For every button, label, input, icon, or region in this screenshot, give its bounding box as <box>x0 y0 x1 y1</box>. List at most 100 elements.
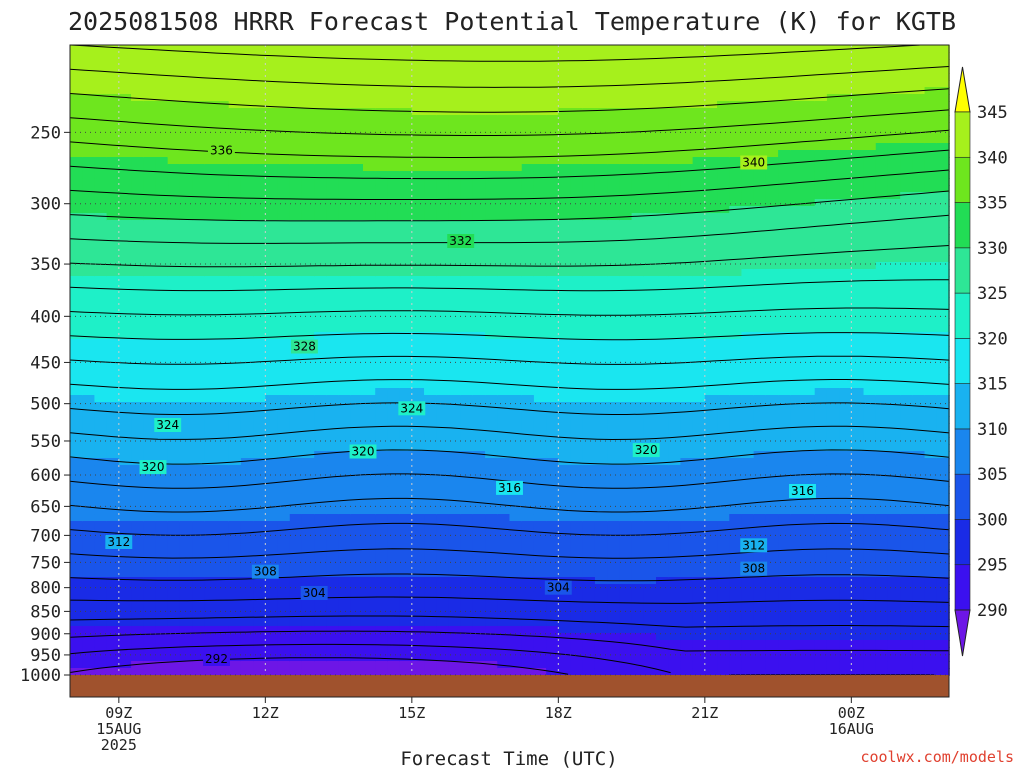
field-cell <box>717 465 731 473</box>
field-cell <box>631 493 645 501</box>
field-cell <box>472 206 486 214</box>
field-cell <box>106 605 120 613</box>
field-cell <box>729 668 743 676</box>
field-cell <box>375 479 389 487</box>
field-cell <box>533 199 547 207</box>
field-cell <box>240 402 254 410</box>
field-cell <box>741 290 755 298</box>
field-cell <box>399 647 413 655</box>
field-cell <box>594 507 608 515</box>
field-cell <box>582 255 596 263</box>
field-cell <box>643 129 657 137</box>
field-cell <box>448 549 462 557</box>
field-cell <box>106 192 120 200</box>
field-cell <box>375 591 389 599</box>
field-cell <box>594 591 608 599</box>
field-cell <box>680 269 694 277</box>
field-cell <box>363 241 377 249</box>
field-cell <box>192 640 206 648</box>
field-cell <box>131 423 145 431</box>
field-cell <box>509 332 523 340</box>
field-cell <box>70 395 84 403</box>
field-cell <box>70 192 84 200</box>
field-cell <box>460 66 474 74</box>
field-cell <box>265 493 279 501</box>
field-cell <box>729 563 743 571</box>
field-cell <box>277 178 291 186</box>
field-cell <box>204 108 218 116</box>
field-cell <box>375 213 389 221</box>
field-cell <box>387 101 401 109</box>
field-cell <box>192 171 206 179</box>
field-cell <box>533 507 547 515</box>
field-cell <box>717 563 731 571</box>
field-cell <box>265 199 279 207</box>
field-cell <box>375 108 389 116</box>
field-cell <box>558 87 572 95</box>
field-cell <box>607 325 621 333</box>
field-cell <box>546 66 560 74</box>
field-cell <box>729 220 743 228</box>
field-cell <box>424 395 438 403</box>
field-cell <box>582 416 596 424</box>
field-cell <box>301 458 315 466</box>
field-cell <box>265 45 279 53</box>
field-cell <box>192 150 206 158</box>
field-cell <box>594 94 608 102</box>
field-cell <box>363 563 377 571</box>
field-cell <box>375 577 389 585</box>
field-cell <box>265 612 279 620</box>
field-cell <box>106 479 120 487</box>
field-cell <box>94 605 108 613</box>
field-cell <box>619 276 633 284</box>
field-cell <box>375 66 389 74</box>
field-cell <box>631 395 645 403</box>
field-cell <box>533 136 547 144</box>
field-cell <box>533 325 547 333</box>
field-cell <box>253 661 267 669</box>
field-cell <box>82 381 96 389</box>
field-cell <box>643 192 657 200</box>
field-cell <box>277 136 291 144</box>
field-cell <box>729 157 743 165</box>
field-cell <box>594 220 608 228</box>
field-cell <box>692 290 706 298</box>
field-cell <box>301 647 315 655</box>
field-cell <box>643 556 657 564</box>
field-cell <box>265 115 279 123</box>
field-cell <box>570 353 584 361</box>
field-cell <box>436 206 450 214</box>
field-cell <box>216 633 230 641</box>
field-cell <box>460 458 474 466</box>
field-cell <box>643 59 657 67</box>
field-cell <box>546 199 560 207</box>
field-cell <box>167 262 181 270</box>
field-cell <box>70 143 84 151</box>
field-cell <box>338 388 352 396</box>
field-cell <box>668 332 682 340</box>
field-cell <box>277 248 291 256</box>
field-cell <box>680 199 694 207</box>
field-cell <box>387 661 401 669</box>
field-cell <box>216 185 230 193</box>
field-cell <box>692 311 706 319</box>
field-cell <box>228 325 242 333</box>
field-cell <box>179 584 193 592</box>
field-cell <box>424 549 438 557</box>
field-cell <box>326 241 340 249</box>
field-cell <box>729 318 743 326</box>
field-cell <box>704 465 718 473</box>
field-cell <box>228 388 242 396</box>
field-cell <box>656 185 670 193</box>
field-cell <box>277 584 291 592</box>
field-cell <box>277 241 291 249</box>
field-cell <box>607 535 621 543</box>
field-cell <box>301 290 315 298</box>
field-cell <box>289 45 303 53</box>
field-cell <box>631 479 645 487</box>
field-cell <box>741 45 755 53</box>
field-cell <box>204 500 218 508</box>
field-cell <box>338 577 352 585</box>
field-cell <box>594 150 608 158</box>
field-cell <box>594 122 608 130</box>
